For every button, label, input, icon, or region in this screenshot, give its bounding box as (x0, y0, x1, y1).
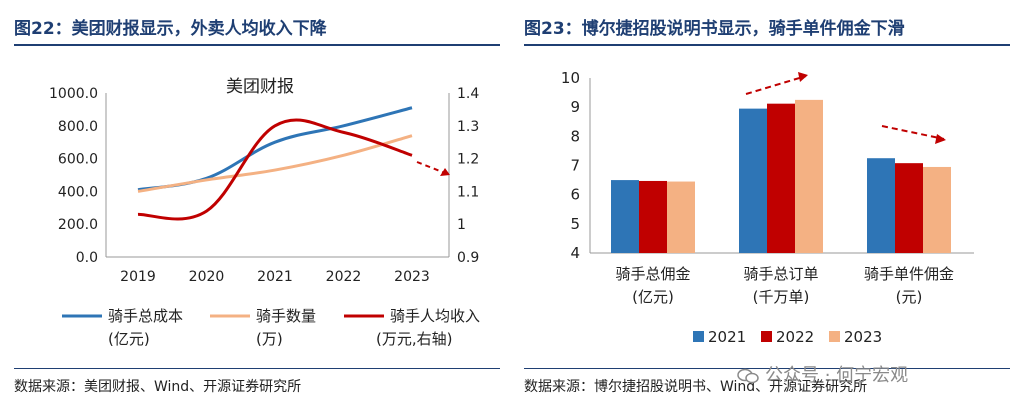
left-figure-title: 图22：美团财报显示，外卖人均收入下降 (14, 19, 327, 39)
bar-y-tick-label: 10 (561, 69, 580, 87)
decline-arrow (416, 161, 451, 176)
legend-label-2022: 2022 (776, 328, 814, 346)
right-y-tick-label: 1.4 (457, 86, 479, 102)
bar-chart-legend: 2021 2022 2023 (693, 328, 882, 346)
bar-chart: 4 5 6 7 8 9 10 骑手总佣金 (亿元) 骑手总订单 (千万单) 骑手单件佣金 (元) 20… (561, 69, 974, 346)
category-label: 骑手总佣金 (615, 265, 690, 283)
category-unit: (亿元) (632, 288, 674, 306)
right-y-tick-label: 1.3 (457, 119, 479, 135)
bar-y-tick-label: 7 (570, 157, 580, 175)
legend-label-2023: 2023 (844, 328, 882, 346)
bar-y-tick-label: 8 (570, 127, 580, 145)
bar-2023 (923, 166, 951, 253)
category-label: 骑手总订单 (743, 265, 818, 283)
legend-label-rider-income: 骑手人均收入 (390, 307, 480, 325)
bar-y-tick-label: 4 (570, 244, 580, 262)
line-chart: 美团财报 0.0 200.0 400.0 600.0 800.0 1000.0 0.9 1 1… (49, 77, 480, 348)
x-tick-label: 2021 (257, 269, 293, 285)
bar-2021 (739, 108, 767, 253)
right-figure-title: 图23：博尔捷招股说明书显示，骑手单件佣金下滑 (524, 19, 905, 39)
left-y-tick-label: 800.0 (58, 119, 98, 135)
right-y-tick-label: 1.1 (457, 184, 479, 200)
left-y-tick-label: 1000.0 (49, 86, 98, 102)
right-title-rule (524, 44, 1010, 46)
legend-swatch-2021 (693, 331, 704, 342)
x-tick-label: 2022 (326, 269, 362, 285)
decrease-arrow (881, 125, 946, 144)
watermark-text: 公众号 · 何宁宏观 (765, 365, 909, 386)
right-source-rule (524, 368, 1010, 369)
watermark: 公众号 · 何宁宏观 (737, 361, 908, 387)
increase-arrow (745, 72, 808, 95)
legend-label-rider-count: 骑手数量 (256, 307, 316, 325)
x-tick-label: 2020 (189, 269, 225, 285)
bar-2021 (611, 180, 639, 253)
legend-unit-rider-income: (万元,右轴) (376, 330, 452, 348)
series-rider-count-line (137, 134, 413, 193)
left-source: 数据来源：美团财报、Wind、开源证券研究所 (14, 379, 302, 395)
bar-y-tick-label: 9 (570, 98, 580, 116)
legend-label-rider-total-cost: 骑手总成本 (108, 307, 183, 325)
right-y-tick-label: 0.9 (457, 250, 479, 266)
right-y-tick-label: 1.2 (457, 152, 479, 168)
bar-2022 (767, 103, 795, 253)
left-y-tick-label: 400.0 (58, 184, 98, 200)
legend-swatch-2022 (761, 331, 772, 342)
line-chart-legend: 骑手总成本 (亿元) 骑手数量 (万) 骑手人均收入 (万元,右轴) (62, 307, 480, 348)
bar-2023 (667, 181, 695, 253)
x-tick-label: 2023 (394, 269, 430, 285)
line-chart-title: 美团财报 (226, 77, 294, 97)
bar-2022 (639, 180, 667, 253)
category-unit: (千万单) (753, 288, 810, 306)
bar-y-tick-label: 5 (570, 215, 580, 233)
right-y-tick-label: 1 (457, 217, 466, 233)
left-y-tick-label: 0.0 (76, 250, 98, 266)
category-label: 骑手单件佣金 (864, 265, 954, 283)
legend-label-2021: 2021 (708, 328, 746, 346)
bar-2022 (895, 163, 923, 253)
left-y-tick-label: 200.0 (58, 217, 98, 233)
legend-unit-rider-count: (万) (256, 330, 283, 348)
legend-unit-rider-total-cost: (亿元) (108, 330, 150, 348)
series-rider-income-line (137, 118, 413, 221)
bar-2021 (867, 158, 895, 253)
bar-y-tick-label: 6 (570, 186, 580, 204)
left-title-rule (14, 44, 500, 46)
legend-swatch-2023 (829, 331, 840, 342)
left-source-rule (14, 368, 500, 369)
category-unit: (元) (896, 288, 923, 306)
x-tick-label: 2019 (120, 269, 156, 285)
right-source: 数据来源：博尔捷招股说明书、Wind、开源证券研究所 (524, 379, 868, 395)
wechat-icon (737, 368, 759, 384)
bar-2023 (795, 99, 823, 253)
left-y-tick-label: 600.0 (58, 152, 98, 168)
